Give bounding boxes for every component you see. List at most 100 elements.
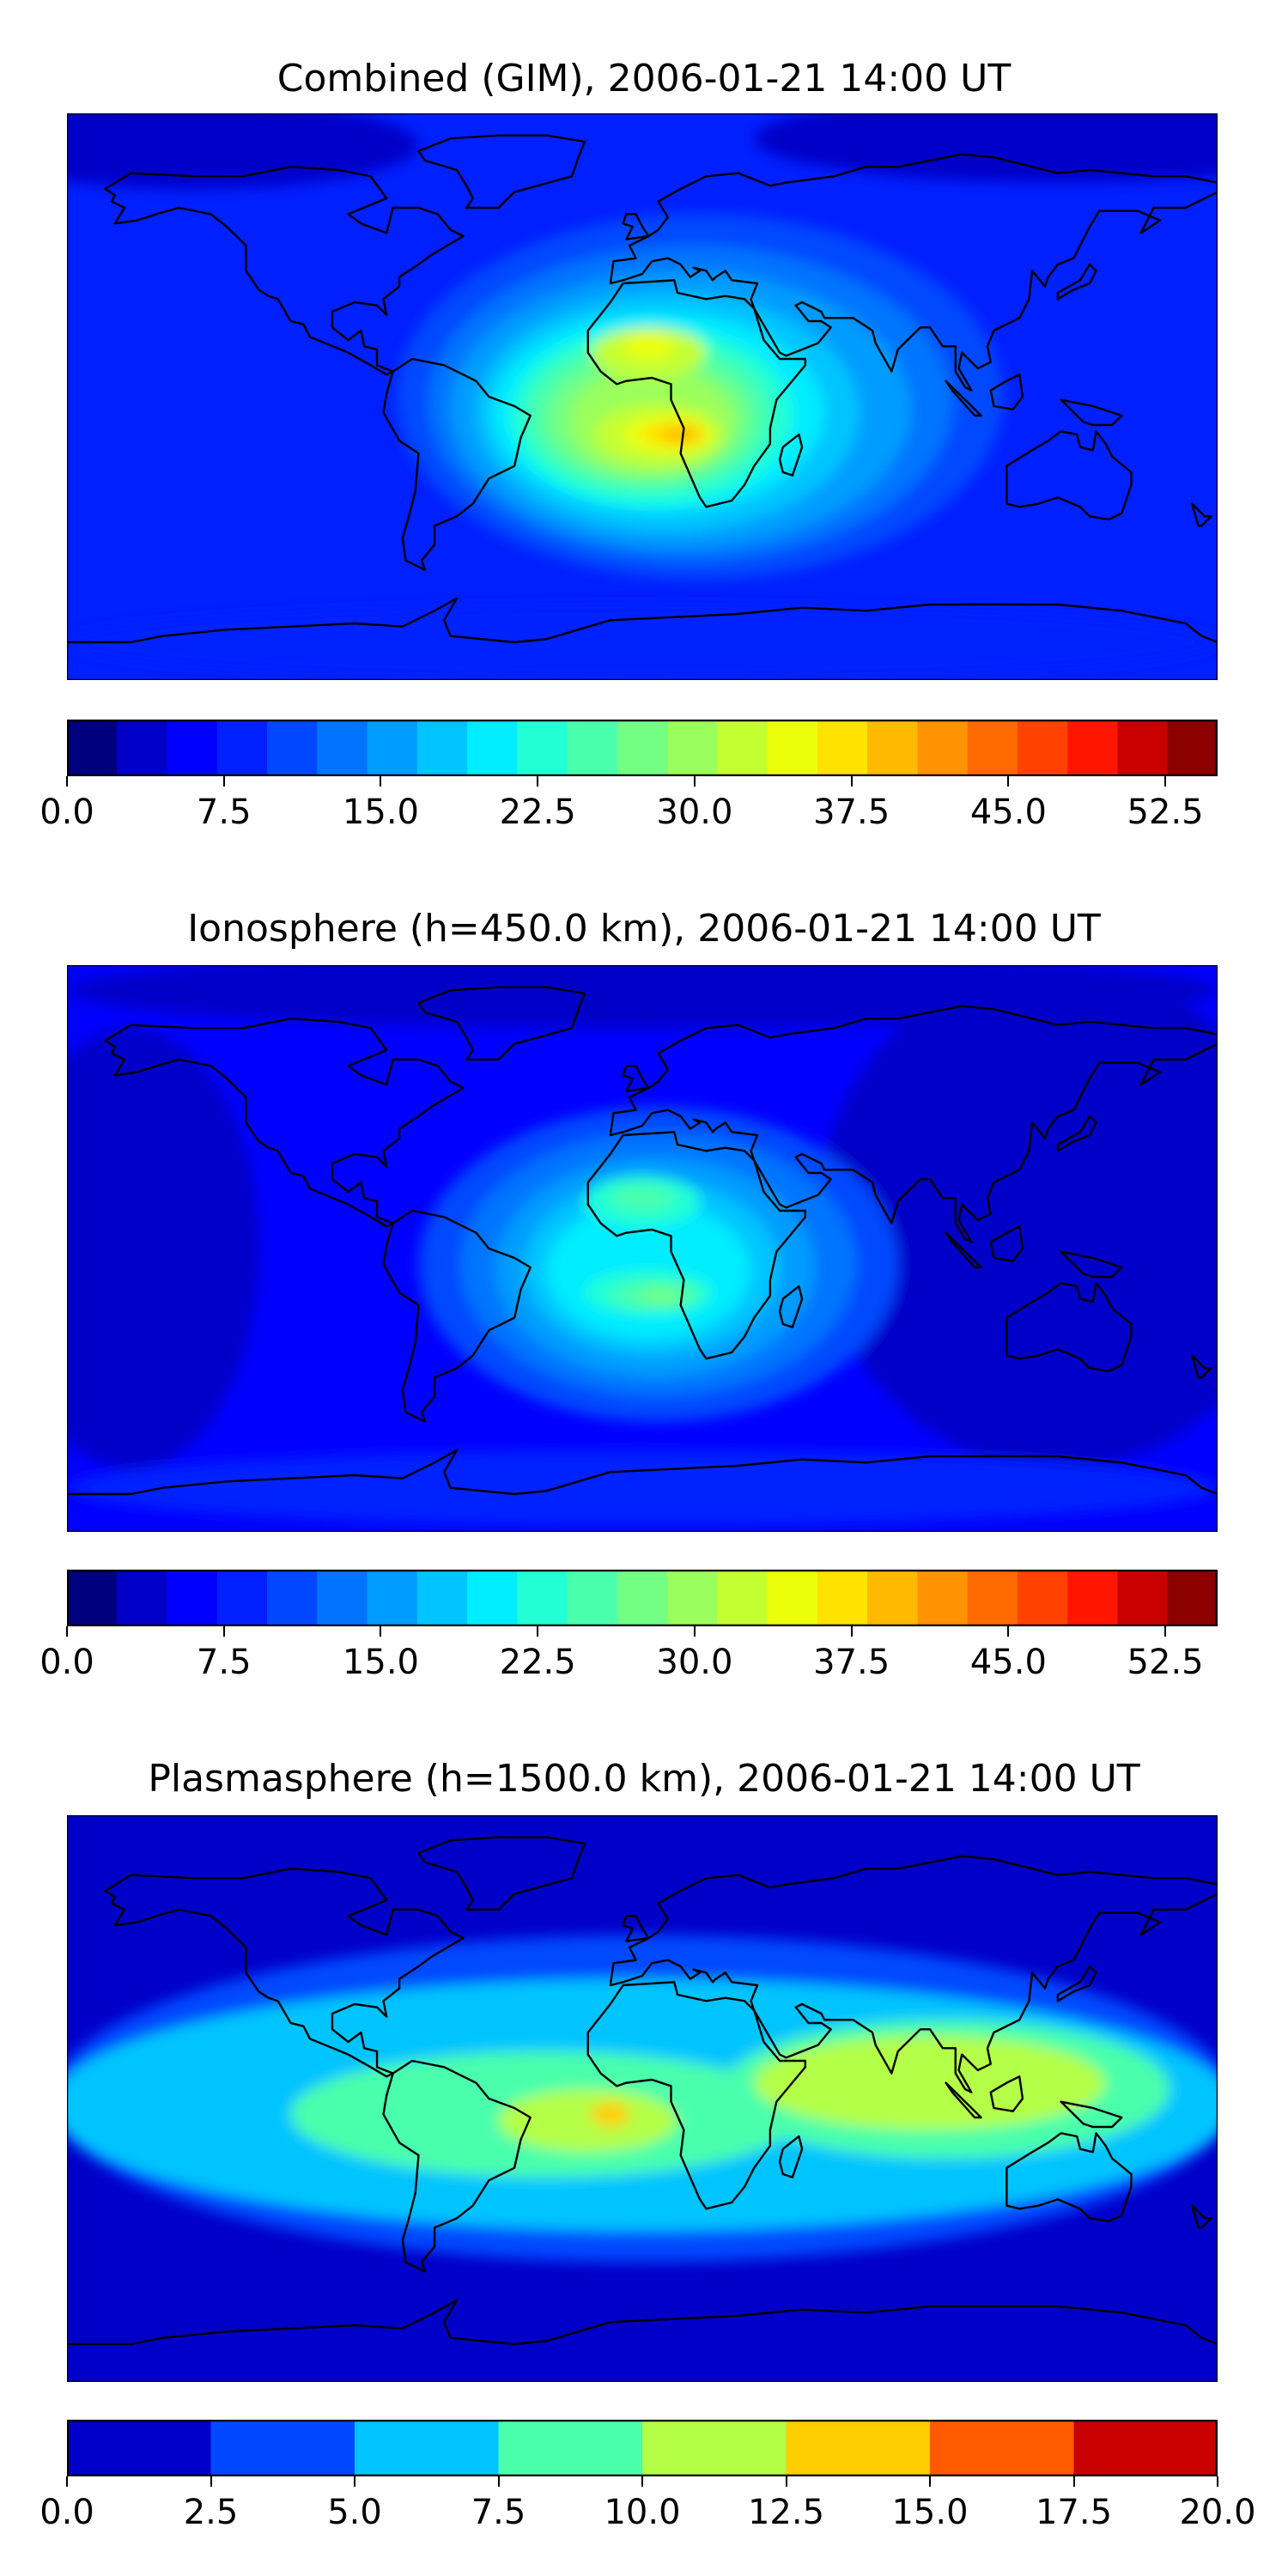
colorbar-svg xyxy=(67,2420,1218,2476)
map-svg xyxy=(67,1815,1218,2382)
coastline-antarctica xyxy=(67,1450,1218,1513)
colorbar-bin xyxy=(367,720,418,776)
colorbar-bin xyxy=(267,1570,318,1626)
colorbar-bin xyxy=(416,1570,468,1626)
coastline-south-america xyxy=(384,2061,531,2272)
colorbar-tick-label: 15.0 xyxy=(342,1643,419,1682)
coastline-greenland xyxy=(418,987,585,1060)
coastline-new-guinea xyxy=(1061,2102,1122,2127)
tec-contour-orange-core xyxy=(591,2101,630,2127)
coastlines xyxy=(67,136,1218,661)
colorbar-bin xyxy=(817,1570,868,1626)
tec-contour-south-crest-core xyxy=(639,1287,684,1304)
colorbar-tick xyxy=(929,2476,931,2487)
colorbar-bin xyxy=(967,720,1018,776)
coastline-madagascar xyxy=(780,434,802,476)
coastline-new-zealand xyxy=(1192,1356,1211,1378)
colorbar-tick-label: 52.5 xyxy=(1127,793,1204,832)
coastline-north-america xyxy=(106,1018,464,1226)
colorbar-bin xyxy=(1017,1570,1068,1626)
colorbar-tick xyxy=(354,2476,355,2487)
coastline-north-america xyxy=(106,167,464,374)
coastline-eurasia xyxy=(611,1006,1218,1242)
colorbar-bin xyxy=(1167,1570,1218,1626)
colorbar-tick-label: 12.5 xyxy=(747,2493,825,2532)
colorbar-bin xyxy=(517,720,568,776)
tec-contour-polar-north-east xyxy=(754,113,1218,183)
map-ionosphere xyxy=(67,965,1218,1532)
map-field xyxy=(67,965,1218,1526)
colorbar-bin xyxy=(817,720,868,776)
colorbar-bin xyxy=(1117,720,1169,776)
colorbar-bin xyxy=(216,720,268,776)
colorbar-tick xyxy=(1217,2476,1218,2487)
colorbar-tick xyxy=(66,2476,68,2487)
panel-title: Combined (GIM), 2006-01-21 14:00 UT xyxy=(276,57,1012,100)
colorbar-bin xyxy=(317,720,368,776)
colorbar-tick-label: 10.0 xyxy=(604,2493,681,2532)
colorbar-tick-label: 20.0 xyxy=(1179,2493,1256,2532)
map-combined xyxy=(67,113,1218,680)
coastline-japan xyxy=(1058,264,1097,299)
tec-contour-dark-east xyxy=(817,965,1218,1469)
coastlines xyxy=(67,987,1218,1513)
tec-contour-south-band xyxy=(67,1449,1218,1526)
colorbar-tick xyxy=(850,776,853,787)
coastline-greenland xyxy=(418,136,585,208)
tec-contour-dark-west xyxy=(67,1028,259,1469)
colorbar-bin xyxy=(567,1570,618,1626)
coastline-new-zealand xyxy=(1192,504,1211,526)
colorbar-tick-label: 0.0 xyxy=(39,2493,94,2532)
colorbar-bin xyxy=(567,720,618,776)
colorbar-bin xyxy=(717,1570,769,1626)
coastline-new-zealand xyxy=(1192,2206,1211,2228)
colorbar-bin xyxy=(498,2420,643,2476)
map-field xyxy=(67,1935,1218,2263)
colorbar-ticks: 0.0 7.5 15.0 22.5 30.0 37.5 45.0 52.5 xyxy=(39,1626,1218,1682)
coastline-sumatra xyxy=(946,381,981,416)
coastline-madagascar xyxy=(780,1286,802,1327)
colorbar-tick xyxy=(1007,1626,1010,1637)
coastline-south-america xyxy=(384,1211,531,1422)
colorbar-tick xyxy=(537,776,539,787)
colorbar-tick-label: 15.0 xyxy=(342,793,419,832)
colorbar-tick xyxy=(1007,776,1010,787)
colorbar-tick-label: 30.0 xyxy=(656,793,733,832)
coastline-madagascar xyxy=(780,2136,802,2178)
colorbar-bin xyxy=(767,1570,818,1626)
colorbar-bin xyxy=(967,1570,1018,1626)
colorbar-bin xyxy=(1073,2420,1218,2476)
panel-title: Plasmasphere (h=1500.0 km), 2006-01-21 1… xyxy=(148,1757,1140,1801)
colorbar-tick xyxy=(641,2476,643,2487)
colorbar-bin xyxy=(167,720,218,776)
coastline-uk xyxy=(623,1916,649,1941)
colorbar-tick-label: 7.5 xyxy=(196,1643,252,1682)
colorbar-ticks: 0.0 2.5 5.0 7.5 10.0 12.5 15.0 17.5 20.0 xyxy=(39,2476,1256,2532)
coastline-uk xyxy=(623,214,649,239)
colorbar-bin xyxy=(267,720,318,776)
colorbar-tick xyxy=(66,776,68,787)
map-svg xyxy=(67,965,1218,1532)
colorbar-tick xyxy=(222,1626,225,1637)
colorbar-tick xyxy=(1072,2476,1075,2487)
colorbar-frame xyxy=(67,1570,1218,1626)
colorbar-tick-label: 2.5 xyxy=(183,2493,239,2532)
colorbar-bin xyxy=(1117,1570,1169,1626)
tec-contour-yellow-west xyxy=(498,2089,677,2153)
colorbar-bin xyxy=(67,720,118,776)
colorbar-bin xyxy=(667,720,718,776)
colorbar-bin xyxy=(467,1570,518,1626)
colorbar-bin xyxy=(67,1570,118,1626)
colorbar-tick-label: 15.0 xyxy=(891,2493,969,2532)
colorbar-plasmasphere xyxy=(67,2420,1218,2476)
coastline-africa xyxy=(588,1982,805,2208)
colorbar-tick xyxy=(210,2476,212,2487)
colorbar-bin xyxy=(355,2420,500,2476)
colorbar-bin xyxy=(467,720,518,776)
coastline-sumatra xyxy=(946,2083,981,2117)
colorbar-bin xyxy=(667,1570,718,1626)
coastline-borneo xyxy=(991,2076,1023,2111)
coastline-eurasia xyxy=(611,1856,1218,2093)
panel-title: Ionosphere (h=450.0 km), 2006-01-21 14:0… xyxy=(187,907,1101,951)
colorbar-tick xyxy=(1164,1626,1167,1637)
